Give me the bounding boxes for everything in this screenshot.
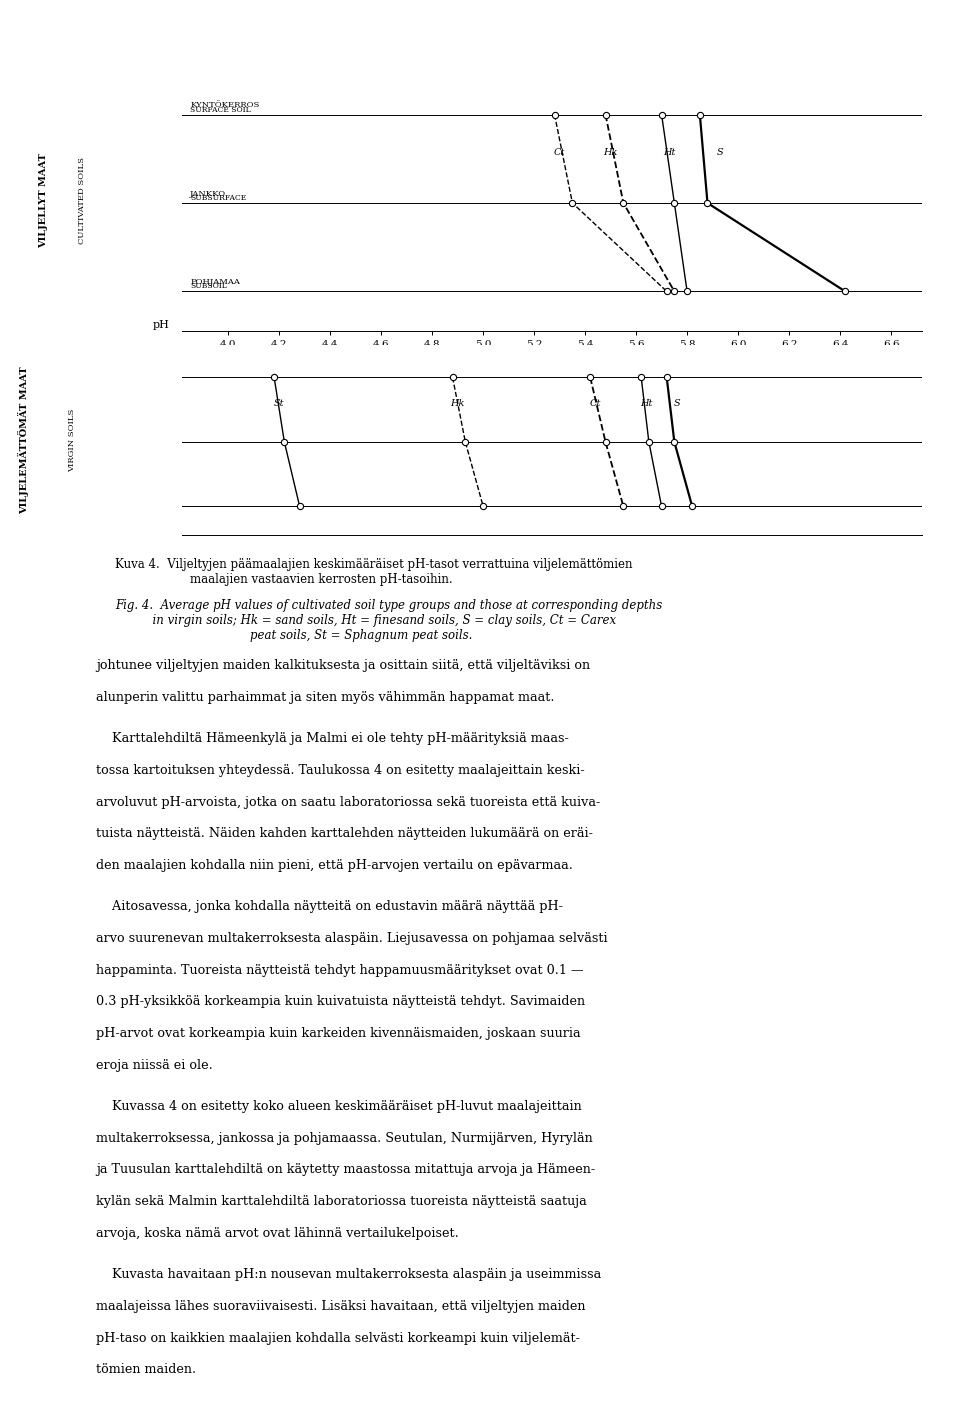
Text: S: S xyxy=(717,148,724,156)
Text: pH-taso on kaikkien maalajien kohdalla selvästi korkeampi kuin viljelemät-: pH-taso on kaikkien maalajien kohdalla s… xyxy=(96,1332,580,1344)
Text: multakerroksessa, jankossa ja pohjamaassa. Seutulan, Nurmijärven, Hyrylän: multakerroksessa, jankossa ja pohjamaass… xyxy=(96,1131,592,1144)
Text: maalajeissa lähes suoraviivaisesti. Lisäksi havaitaan, että viljeltyjen maiden: maalajeissa lähes suoraviivaisesti. Lisä… xyxy=(96,1299,586,1313)
Text: tuista näytteistä. Näiden kahden karttalehden näytteiden lukumäärä on eräi-: tuista näytteistä. Näiden kahden karttal… xyxy=(96,827,593,840)
Text: Ht: Ht xyxy=(640,399,653,409)
Text: SUBSOIL: SUBSOIL xyxy=(190,282,227,290)
Text: Ct: Ct xyxy=(554,148,565,156)
Text: arvoja, koska nämä arvot ovat lähinnä vertailukelpoiset.: arvoja, koska nämä arvot ovat lähinnä ve… xyxy=(96,1227,459,1240)
Text: arvoluvut pH-arvoista, jotka on saatu laboratoriossa sekä tuoreista että kuiva-: arvoluvut pH-arvoista, jotka on saatu la… xyxy=(96,796,600,809)
Text: pH: pH xyxy=(153,320,170,330)
Text: Fig. 4.  Average pH values of cultivated soil type groups and those at correspon: Fig. 4. Average pH values of cultivated … xyxy=(115,599,662,643)
Text: Hk: Hk xyxy=(450,399,465,409)
Text: arvo suurenevan multakerroksesta alaspäin. Liejusavessa on pohjamaa selvästi: arvo suurenevan multakerroksesta alaspäi… xyxy=(96,933,608,945)
Text: SURFACE SOIL: SURFACE SOIL xyxy=(190,106,251,114)
Text: VILJELLYT MAAT: VILJELLYT MAAT xyxy=(38,154,48,248)
Text: JANKKO: JANKKO xyxy=(190,190,227,197)
Text: 0.3 pH-yksikköä korkeampia kuin kuivatuista näytteistä tehdyt. Savimaiden: 0.3 pH-yksikköä korkeampia kuin kuivatui… xyxy=(96,995,586,1009)
Text: SUBSURFACE: SUBSURFACE xyxy=(190,194,247,201)
Text: pH-arvot ovat korkeampia kuin karkeiden kivennäismaiden, joskaan suuria: pH-arvot ovat korkeampia kuin karkeiden … xyxy=(96,1027,581,1040)
Text: ja Tuusulan karttalehdiltä on käytetty maastossa mitattuja arvoja ja Hämeen-: ja Tuusulan karttalehdiltä on käytetty m… xyxy=(96,1164,595,1177)
Text: Ct: Ct xyxy=(589,399,601,409)
Text: johtunee viljeltyjen maiden kalkituksesta ja osittain siitä, että viljeltäviksi : johtunee viljeltyjen maiden kalkituksest… xyxy=(96,659,590,672)
Text: Kuvasta havaitaan pH:n nousevan multakerroksesta alaspäin ja useimmissa: Kuvasta havaitaan pH:n nousevan multaker… xyxy=(96,1268,601,1281)
Text: CULTIVATED SOILS: CULTIVATED SOILS xyxy=(78,158,85,244)
Text: eroja niissä ei ole.: eroja niissä ei ole. xyxy=(96,1060,213,1072)
Text: VILJELEMÄTTÖMÄT MAAT: VILJELEMÄTTÖMÄT MAAT xyxy=(18,366,30,514)
Text: Aitosavessa, jonka kohdalla näytteitä on edustavin määrä näyttää pH-: Aitosavessa, jonka kohdalla näytteitä on… xyxy=(96,900,563,913)
Text: VIRGIN SOILS: VIRGIN SOILS xyxy=(68,409,76,472)
Text: tömien maiden.: tömien maiden. xyxy=(96,1364,196,1377)
Text: tossa kartoituksen yhteydessä. Taulukossa 4 on esitetty maalajeittain keski-: tossa kartoituksen yhteydessä. Taulukoss… xyxy=(96,764,585,776)
Text: Kuvassa 4 on esitetty koko alueen keskimääräiset pH-luvut maalajeittain: Kuvassa 4 on esitetty koko alueen keskim… xyxy=(96,1100,582,1113)
Text: den maalajien kohdalla niin pieni, että pH-arvojen vertailu on epävarmaa.: den maalajien kohdalla niin pieni, että … xyxy=(96,859,573,872)
Text: Kuva 4.  Viljeltyjen päämaalajien keskimääräiset pH-tasot verrattuina viljelemät: Kuva 4. Viljeltyjen päämaalajien keskimä… xyxy=(115,558,633,586)
Text: KYNTÖKERROS: KYNTÖKERROS xyxy=(190,101,259,110)
Text: kylän sekä Malmin karttalehdiltä laboratoriossa tuoreista näytteistä saatuja: kylän sekä Malmin karttalehdiltä laborat… xyxy=(96,1195,587,1208)
Text: Ht: Ht xyxy=(663,148,676,156)
Text: POHJAMAA: POHJAMAA xyxy=(190,278,240,286)
Text: St: St xyxy=(274,399,284,409)
Text: alunperin valittu parhaimmat ja siten myös vähimmän happamat maat.: alunperin valittu parhaimmat ja siten my… xyxy=(96,690,555,704)
Text: S: S xyxy=(674,399,681,409)
Text: happaminta. Tuoreista näytteistä tehdyt happamuusmääritykset ovat 0.1 —: happaminta. Tuoreista näytteistä tehdyt … xyxy=(96,964,584,976)
Text: Karttalehdiltä Hämeenkylä ja Malmi ei ole tehty pH-määrityksiä maas-: Karttalehdiltä Hämeenkylä ja Malmi ei ol… xyxy=(96,733,568,745)
Text: Hk: Hk xyxy=(604,148,618,156)
